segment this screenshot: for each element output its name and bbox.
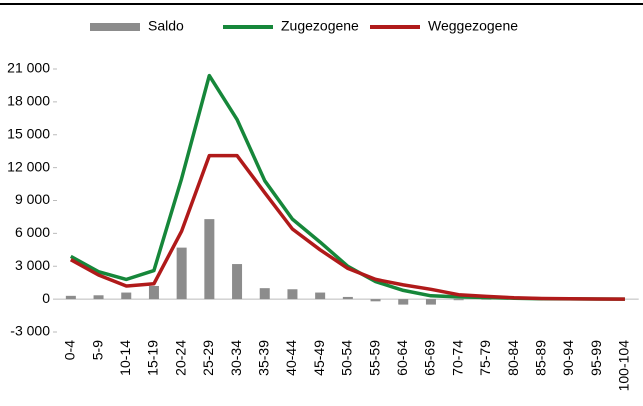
bar [342, 296, 353, 300]
x-tick-label: 35-39 [255, 340, 271, 376]
x-tick-label: 30-34 [228, 340, 244, 376]
y-tick-label: 0 [42, 290, 50, 306]
y-tick-label: 3 000 [15, 257, 50, 273]
y-tick-label: 9 000 [15, 191, 50, 207]
x-tick-label: 60-64 [394, 340, 410, 376]
x-tick-label: 70-74 [449, 340, 465, 376]
line [69, 73, 625, 301]
bar [121, 292, 132, 300]
bar [370, 299, 381, 302]
x-tick-label: 40-44 [283, 340, 299, 376]
bar [204, 219, 215, 300]
x-tick-label: 10-14 [117, 340, 133, 376]
bar [453, 299, 464, 301]
bar [481, 299, 492, 300]
legend-label: Zugezogene [281, 18, 359, 34]
bar [93, 295, 104, 300]
bar [315, 292, 326, 300]
x-tick-label: 45-49 [311, 340, 327, 376]
x-tick-label: 5-9 [89, 340, 105, 360]
y-tick-label: 15 000 [7, 125, 50, 141]
y-tick-label: 21 000 [7, 60, 50, 76]
x-tick-label: 95-99 [588, 340, 604, 376]
y-tick-label: 12 000 [7, 158, 50, 174]
x-tick-label: 25-29 [200, 340, 216, 376]
bar [176, 247, 187, 300]
y-tick-label: 6 000 [15, 224, 50, 240]
legend-label: Weggezogene [428, 18, 518, 34]
x-tick-label: 90-94 [560, 340, 576, 376]
x-tick-label: 75-79 [477, 340, 493, 376]
y-tick-label: -3 000 [10, 323, 50, 339]
x-tick-label: 55-59 [366, 340, 382, 376]
bar [259, 288, 270, 300]
y-tick-label: 18 000 [7, 93, 50, 109]
bar [425, 299, 436, 305]
x-tick-label: 85-89 [532, 340, 548, 376]
bar [287, 289, 298, 300]
x-tick-label: 0-4 [62, 340, 78, 360]
x-tick-label: 20-24 [172, 340, 188, 376]
x-tick-label: 80-84 [505, 340, 521, 376]
x-tick-label: 50-54 [339, 340, 355, 376]
legend-swatch [90, 23, 140, 31]
bar [65, 295, 76, 300]
legend-label: Saldo [148, 18, 184, 34]
line [69, 153, 625, 301]
x-tick-label: 15-19 [145, 340, 161, 376]
bar [398, 299, 409, 305]
x-tick-label: 65-69 [422, 340, 438, 376]
x-tick-label: 100-104 [616, 340, 632, 392]
bar [148, 285, 159, 300]
bar [232, 264, 243, 300]
